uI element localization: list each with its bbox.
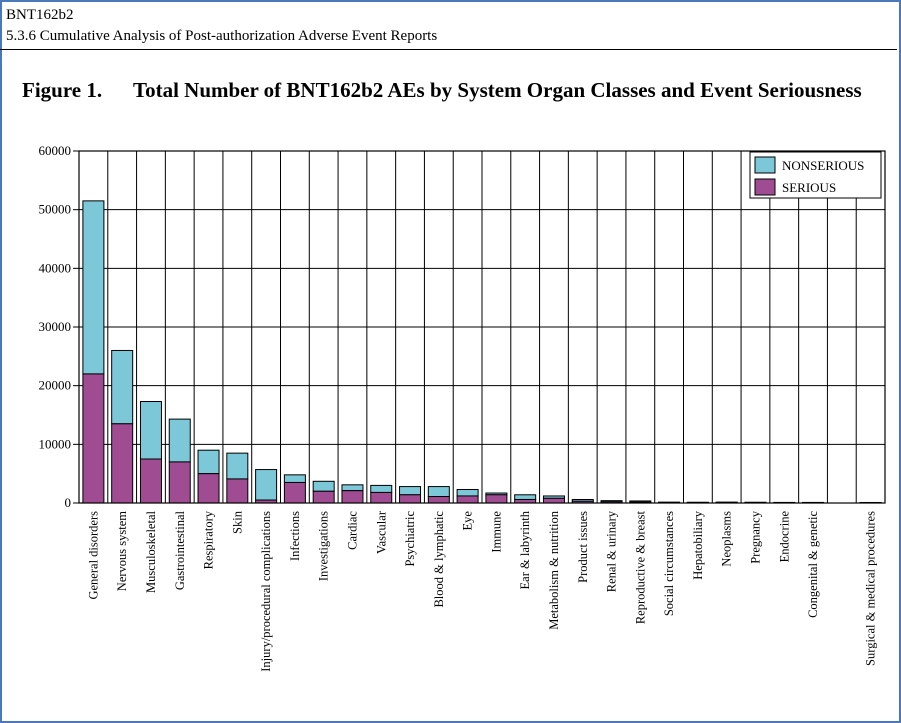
x-tick-label: Skin — [230, 510, 244, 534]
y-tick-label: 40000 — [39, 260, 72, 275]
bar-serious — [283, 481, 306, 504]
bar-serious — [139, 458, 162, 504]
bar-nonserious — [111, 349, 134, 425]
x-tick-label: Ear & labyrinth — [518, 510, 532, 589]
bar-nonserious — [255, 469, 278, 501]
bar-serious — [399, 494, 422, 504]
bar-serious — [341, 490, 364, 504]
x-tick-label: Gastrointestinal — [173, 510, 187, 590]
bar-nonserious — [341, 484, 364, 492]
x-tick-label: Blood & lymphatic — [432, 511, 446, 608]
x-tick-label: Immune — [489, 511, 503, 553]
x-tick-label: Endocrine — [777, 511, 791, 563]
bar-nonserious — [514, 494, 537, 500]
y-tick-label: 30000 — [39, 319, 72, 334]
document-title: BNT162b2 — [6, 7, 74, 23]
x-tick-label: Reproductive & breast — [633, 510, 647, 624]
bar-serious — [542, 497, 565, 504]
legend-label: SERIOUS — [782, 180, 836, 195]
x-tick-label: Hepatobiliary — [691, 510, 705, 579]
figure-title: Total Number of BNT162b2 AEs by System O… — [133, 78, 862, 102]
header-divider — [0, 49, 897, 50]
bar-nonserious — [139, 401, 162, 460]
x-tick-label: Pregnancy — [748, 510, 762, 564]
legend-label: NONSERIOUS — [782, 158, 864, 173]
x-tick-label: Injury/procedural complications — [259, 511, 273, 672]
bar-nonserious — [82, 200, 105, 375]
y-tick-label: 60000 — [39, 143, 72, 158]
x-tick-label: Investigations — [317, 511, 331, 581]
legend-swatch — [754, 156, 776, 174]
x-tick-label: Infections — [288, 511, 302, 561]
bar-serious — [168, 461, 191, 504]
x-tick-label: Product issues — [576, 511, 590, 583]
y-tick-label: 10000 — [39, 436, 72, 451]
x-tick-label: Congenital & genetic — [806, 511, 820, 618]
y-tick-label: 20000 — [39, 378, 72, 393]
bar-serious — [370, 491, 393, 504]
bar-nonserious — [283, 474, 306, 483]
bar-nonserious — [399, 486, 422, 496]
x-tick-label: Renal & urinary — [605, 510, 619, 592]
x-tick-label: Psychiatric — [403, 511, 417, 567]
bar-nonserious — [226, 452, 249, 480]
bar-serious — [312, 490, 335, 504]
x-tick-label: Metabolism & nutrition — [547, 510, 561, 629]
plot-border — [78, 150, 886, 504]
x-tick-label: Vascular — [374, 510, 388, 554]
bar-serious — [82, 373, 105, 504]
figure-label: Figure 1. — [22, 78, 103, 102]
x-tick-label: General disorders — [86, 511, 100, 600]
x-tick-label: Nervous system — [115, 511, 129, 591]
x-tick-label: Neoplasms — [720, 511, 734, 567]
bar-serious — [111, 423, 134, 504]
x-tick-label: Musculoskeletal — [144, 510, 158, 592]
bar-nonserious — [312, 480, 335, 492]
legend-swatch — [754, 178, 776, 196]
bar-serious — [197, 473, 220, 504]
bar-serious — [226, 478, 249, 504]
bar-nonserious — [427, 486, 450, 498]
bar-nonserious — [168, 418, 191, 463]
bar-nonserious — [370, 484, 393, 493]
x-tick-label: Eye — [461, 511, 475, 531]
x-tick-label: Surgical & medical procedures — [864, 511, 878, 666]
bar-nonserious — [456, 489, 479, 497]
bar-nonserious — [197, 449, 220, 475]
y-tick-label: 0 — [65, 495, 72, 510]
x-tick-label: Cardiac — [345, 511, 359, 550]
bar-serious — [485, 494, 508, 504]
y-tick-label: 50000 — [39, 202, 72, 217]
bar-serious — [456, 495, 479, 504]
x-tick-label: Social circumstances — [662, 511, 676, 616]
bar-serious — [427, 496, 450, 504]
x-tick-label: Respiratory — [202, 510, 216, 569]
section-title: 5.3.6 Cumulative Analysis of Post-author… — [6, 28, 438, 44]
